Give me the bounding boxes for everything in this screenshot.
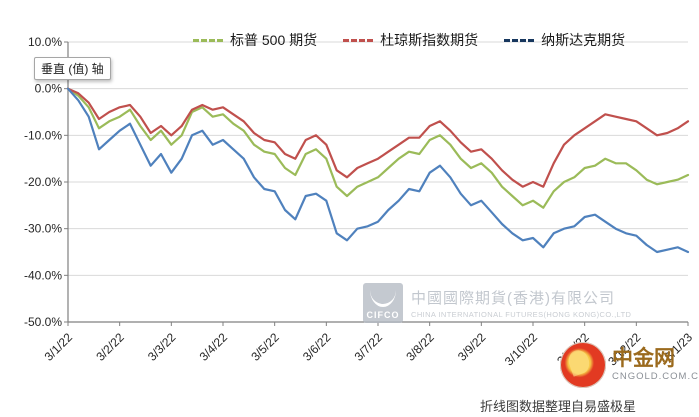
chart-legend: 标普 500 期货 杜琼斯指数期货 纳斯达克期货 bbox=[193, 30, 625, 50]
svg-text:-50.0%: -50.0% bbox=[24, 315, 62, 329]
legend-item-nasdaq: 纳斯达克期货 bbox=[504, 30, 625, 50]
cngold-site-name: 中金网 bbox=[612, 347, 675, 371]
svg-text:3/1/22: 3/1/22 bbox=[42, 330, 76, 364]
value-axis-tooltip: 垂直 (值) 轴 bbox=[34, 57, 111, 80]
legend-label-sp500: 标普 500 期货 bbox=[230, 32, 318, 48]
cngold-watermark: 中金网 CNGOLD.COM.CN bbox=[560, 342, 699, 388]
cngold-text: 中金网 CNGOLD.COM.CN bbox=[612, 347, 699, 382]
legend-item-dow: 杜琼斯指数期货 bbox=[343, 30, 478, 50]
svg-text:-10.0%: -10.0% bbox=[24, 128, 62, 142]
svg-text:3/4/22: 3/4/22 bbox=[197, 330, 231, 364]
nasdaq-dash-icon bbox=[504, 38, 535, 42]
svg-text:3/2/22: 3/2/22 bbox=[93, 330, 127, 364]
legend-item-sp500: 标普 500 期货 bbox=[193, 30, 317, 50]
cngold-logo-icon bbox=[560, 342, 606, 388]
legend-label-dow: 杜琼斯指数期货 bbox=[380, 32, 479, 48]
svg-text:-30.0%: -30.0% bbox=[24, 222, 62, 236]
legend-label-nasdaq: 纳斯达克期货 bbox=[541, 32, 626, 48]
svg-text:-40.0%: -40.0% bbox=[24, 268, 62, 282]
svg-text:3/6/22: 3/6/22 bbox=[300, 330, 334, 364]
svg-text:3/3/22: 3/3/22 bbox=[145, 330, 179, 364]
svg-text:3/5/22: 3/5/22 bbox=[248, 330, 282, 364]
chart-source-caption: 折线图数据整理自易盛极星 bbox=[480, 399, 637, 414]
svg-text:3/10/22: 3/10/22 bbox=[502, 330, 540, 368]
cngold-site-url: CNGOLD.COM.CN bbox=[612, 370, 699, 382]
svg-text:10.0%: 10.0% bbox=[28, 35, 62, 49]
svg-text:0.0%: 0.0% bbox=[35, 82, 63, 96]
svg-text:-20.0%: -20.0% bbox=[24, 175, 62, 189]
svg-text:3/7/22: 3/7/22 bbox=[352, 330, 386, 364]
sp500-dash-icon bbox=[193, 38, 223, 42]
svg-text:3/8/22: 3/8/22 bbox=[403, 330, 437, 364]
dow-dash-icon bbox=[343, 38, 374, 42]
svg-text:3/9/22: 3/9/22 bbox=[455, 330, 489, 364]
